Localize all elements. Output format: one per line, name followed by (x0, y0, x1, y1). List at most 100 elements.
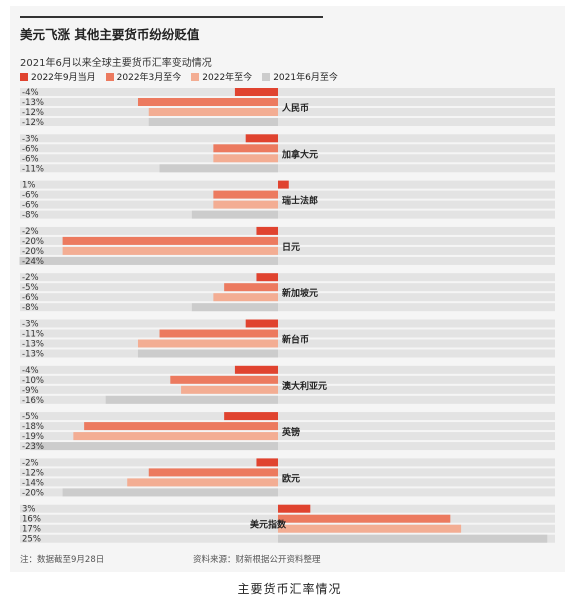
category-label: 人民币 (281, 102, 309, 114)
bar (73, 432, 279, 441)
row-background (20, 329, 555, 338)
value-label: -18% (22, 422, 44, 432)
row-background (20, 303, 555, 312)
bar (213, 190, 278, 199)
category-label: 澳大利亚元 (282, 380, 327, 392)
value-label: -6% (22, 293, 39, 303)
row-background (20, 236, 555, 245)
title-rule (20, 16, 323, 18)
chart-source: 资料来源：财新根据公开资料整理 (193, 555, 321, 565)
figure-caption: 主要货币汇率情况 (237, 582, 342, 596)
value-label: -3% (22, 134, 39, 144)
row-background (20, 412, 555, 421)
row-background (20, 256, 555, 265)
bar (105, 395, 279, 404)
bar (278, 534, 548, 543)
chart-subtitle: 2021年6月以来全球主要货币汇率变动情况 (20, 58, 212, 69)
legend-swatch (262, 72, 271, 81)
row-background (20, 293, 555, 302)
bar (224, 283, 278, 292)
category-label: 英镑 (281, 426, 300, 438)
row-background (20, 190, 555, 199)
value-label: -6% (22, 154, 39, 164)
legend-label: 2021年6月至今 (273, 73, 338, 83)
row-background (20, 118, 555, 126)
row-background (20, 478, 555, 487)
bar (213, 200, 278, 209)
value-label: -8% (22, 303, 39, 313)
bar (278, 504, 311, 513)
row-background (20, 422, 555, 431)
category-label: 美元指数 (250, 519, 287, 531)
row-background (20, 283, 555, 292)
bar (159, 164, 278, 173)
legend-item-since-june-2021: 2021年6月至今 (262, 70, 338, 83)
value-label: -13% (22, 340, 44, 350)
value-label: 17% (22, 525, 41, 535)
bar (256, 273, 278, 282)
bar (148, 468, 278, 477)
value-label: -12% (22, 118, 44, 128)
row-background (20, 88, 555, 96)
value-label: -6% (22, 191, 39, 201)
row-background (20, 200, 555, 209)
bar (191, 303, 278, 312)
bar (245, 319, 278, 328)
row-background (20, 226, 555, 235)
bar (256, 458, 278, 467)
value-label: 1% (22, 181, 36, 191)
value-label: -20% (22, 488, 44, 498)
bar (84, 422, 278, 431)
bar (234, 88, 278, 96)
legend-swatch (191, 72, 200, 81)
category-label: 欧元 (282, 472, 300, 484)
value-label: -4% (22, 88, 39, 98)
bar (30, 442, 278, 451)
bar (62, 246, 278, 255)
value-label: -20% (22, 247, 44, 257)
bar (256, 226, 278, 235)
value-label: -20% (22, 237, 44, 247)
value-label: 3% (22, 505, 36, 515)
category-label: 新台币 (282, 334, 309, 346)
bar (224, 412, 278, 421)
chart-title: 美元飞涨 其他主要货币纷纷贬值 (20, 27, 200, 42)
value-label: -5% (22, 283, 39, 293)
row-background (20, 246, 555, 255)
row-background (20, 108, 555, 116)
bar (148, 118, 278, 126)
value-label: -5% (22, 412, 39, 422)
value-label: -3% (22, 320, 39, 330)
row-background (20, 98, 555, 106)
bar (245, 134, 278, 143)
row-background (20, 164, 555, 173)
bar (62, 236, 278, 245)
bar (137, 339, 278, 348)
bar (278, 514, 451, 523)
category-label: 新加坡元 (282, 287, 318, 299)
value-label: -11% (22, 330, 44, 340)
bar (148, 108, 278, 116)
value-label: -6% (22, 144, 39, 154)
bar (137, 98, 278, 106)
row-background (20, 432, 555, 441)
row-background (20, 395, 555, 404)
value-label: -2% (22, 227, 39, 237)
row-background (20, 339, 555, 348)
bar (170, 375, 278, 384)
row-background (20, 385, 555, 394)
value-label: -8% (22, 211, 39, 221)
row-background (20, 365, 555, 374)
row-background (20, 349, 555, 358)
row-background (20, 488, 555, 497)
bar (213, 293, 278, 302)
bar (213, 144, 278, 153)
bar (62, 488, 278, 497)
row-background (20, 442, 555, 451)
legend-label: 2022年3月至今 (116, 73, 182, 83)
legend-item-since-march: 2022年3月至今 (105, 70, 182, 83)
bar (234, 365, 278, 374)
value-label: -9% (22, 386, 39, 396)
bar (137, 349, 278, 358)
